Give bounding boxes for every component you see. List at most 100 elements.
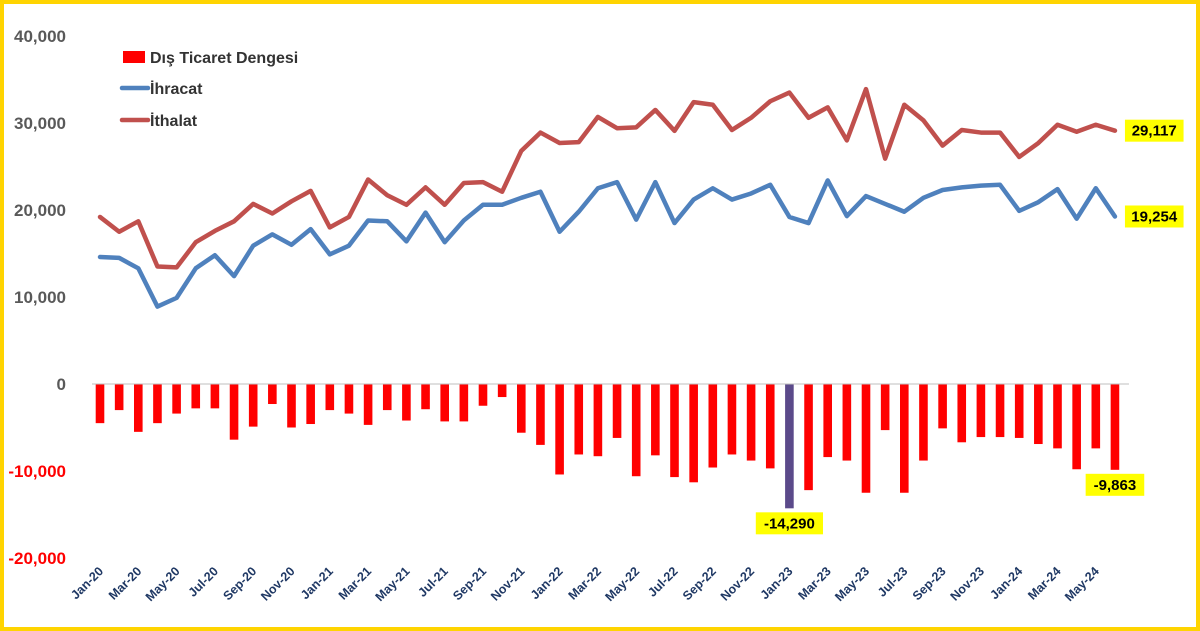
- balance-bar-feb-24: [1034, 384, 1043, 445]
- balance-bar-aug-21: [459, 384, 469, 422]
- x-tick-label: Jan-22: [528, 564, 566, 602]
- balance-bar-sep-22: [708, 384, 718, 468]
- balance-bar-nov-22: [746, 384, 756, 461]
- balance-bar-dec-20: [306, 384, 315, 425]
- x-tick-label: Mar-20: [106, 564, 144, 602]
- legend-label-ihracat: İhracat: [150, 80, 203, 98]
- balance-bar-jul-21: [440, 384, 449, 422]
- callout-label: 19,254: [1131, 208, 1178, 225]
- legend-label-ithalat: İthalat: [150, 112, 198, 130]
- y-tick-label: 10,000: [14, 288, 66, 307]
- balance-bar-jan-21: [325, 384, 335, 411]
- x-tick-label: May-24: [1062, 564, 1102, 604]
- callout-box: [1124, 205, 1184, 228]
- y-tick-label: 30,000: [14, 114, 66, 133]
- x-tick-label: Mar-24: [1025, 564, 1063, 602]
- y-tick-label: -10,000: [8, 462, 66, 481]
- balance-bar-feb-23: [804, 384, 813, 491]
- balance-bar-nov-21: [517, 384, 526, 433]
- balance-bar-apr-20: [153, 384, 162, 424]
- balance-bar-mar-22: [593, 384, 603, 457]
- balance-bar-apr-21: [382, 384, 392, 411]
- callout-ihracat-jun-24: 19,254: [1124, 205, 1184, 228]
- callout-label: -14,290: [764, 515, 815, 532]
- ihracat-line: [97, 178, 1118, 309]
- balance-bar-dec-23: [995, 384, 1005, 438]
- balance-bar-jun-20: [191, 384, 201, 409]
- balance-bar-jun-23: [880, 384, 890, 431]
- x-tick-label: Sep-23: [910, 564, 949, 603]
- balance-bar-jan-22: [555, 384, 564, 475]
- balance-bar-may-22: [631, 384, 641, 477]
- y-tick-label: 40,000: [14, 27, 66, 46]
- balance-bar-mar-23: [823, 384, 832, 458]
- balance-bar-apr-23: [842, 384, 852, 461]
- x-tick-label: May-23: [832, 564, 872, 604]
- x-tick-label: Nov-22: [718, 564, 757, 603]
- legend: Dış Ticaret Dengesi İhracat İthalat: [119, 50, 298, 130]
- x-tick-label: Jul-22: [645, 564, 680, 599]
- y-tick-label: 0: [57, 375, 66, 394]
- balance-bar-jan-20: [95, 384, 105, 424]
- balance-bar-jul-22: [670, 384, 679, 478]
- balance-bar-feb-22: [574, 384, 584, 455]
- x-tick-label: Sep-22: [680, 564, 719, 603]
- ithalat-line: [97, 86, 1118, 270]
- balance-bar-feb-21: [344, 384, 354, 414]
- balance-bar-mar-24: [1053, 384, 1062, 449]
- x-tick-label: Sep-20: [220, 564, 259, 603]
- balance-bar-jun-21: [421, 384, 430, 410]
- y-axis-ticks: 40,000 30,000 20,000 10,000 0 -10,000 -20,000: [8, 27, 66, 568]
- balance-bar-apr-22: [612, 384, 622, 438]
- x-tick-label: Nov-23: [948, 564, 987, 603]
- x-tick-label: Mar-23: [795, 564, 833, 602]
- balance-bar-oct-22: [727, 384, 737, 455]
- x-tick-label: Jul-21: [415, 564, 450, 599]
- x-tick-label: Jan-23: [758, 564, 796, 602]
- callout-dis-ticaret-dengesi-jan-23: -14,290: [755, 512, 823, 535]
- callout-ithalat-jun-24: 29,117: [1124, 119, 1184, 142]
- x-tick-label: Mar-21: [336, 564, 374, 602]
- legend-swatch-dis-ticaret-dengesi: [123, 51, 145, 63]
- value-callouts: 29,117 19,254 -14,290 -9,863: [755, 119, 1184, 535]
- balance-bar-dec-22: [765, 384, 775, 469]
- callout-dis-ticaret-dengesi-jun-24: -9,863: [1085, 473, 1145, 496]
- balance-bar-feb-20: [114, 384, 124, 411]
- balance-bar-mar-21: [363, 384, 373, 425]
- x-tick-label: Mar-22: [566, 564, 604, 602]
- balance-bar-aug-22: [689, 384, 698, 483]
- x-tick-label: May-22: [602, 564, 642, 604]
- callout-box: [1124, 119, 1184, 142]
- balance-bar-nov-23: [976, 384, 986, 438]
- x-tick-label: Jan-24: [987, 564, 1025, 602]
- balance-bar-may-23: [861, 384, 871, 493]
- balance-bar-jul-23: [900, 384, 909, 493]
- x-tick-label: May-21: [373, 564, 413, 604]
- balance-bar-jun-22: [651, 384, 660, 456]
- x-tick-label: Jan-21: [298, 564, 336, 602]
- y-tick-label: -20,000: [8, 549, 66, 568]
- balance-bar-apr-24: [1072, 384, 1081, 470]
- balance-bar-jan-24: [1014, 384, 1024, 438]
- callout-label: 29,117: [1132, 123, 1177, 140]
- x-tick-label: Jul-23: [875, 564, 910, 599]
- legend-label-dis-ticaret-dengesi: Dış Ticaret Dengesi: [150, 50, 298, 67]
- x-tick-label: May-20: [143, 564, 183, 604]
- x-tick-label: Nov-20: [258, 564, 297, 603]
- balance-bar-nov-20: [287, 384, 296, 428]
- balance-bar-may-24: [1091, 384, 1101, 449]
- balance-bar-mar-20: [134, 384, 143, 432]
- y-tick-label: 20,000: [14, 201, 66, 220]
- callout-label: -9,863: [1094, 477, 1137, 494]
- x-tick-label: Jul-20: [186, 564, 221, 599]
- balance-bar-aug-20: [229, 384, 239, 440]
- balance-bar-sep-20: [248, 384, 258, 427]
- balance-bar-may-21: [402, 384, 411, 421]
- balance-bar-jun-24: [1110, 384, 1120, 470]
- balance-bar-jul-20: [210, 384, 220, 409]
- series-lines: [97, 86, 1118, 309]
- balance-bar-jan-23: [785, 384, 794, 509]
